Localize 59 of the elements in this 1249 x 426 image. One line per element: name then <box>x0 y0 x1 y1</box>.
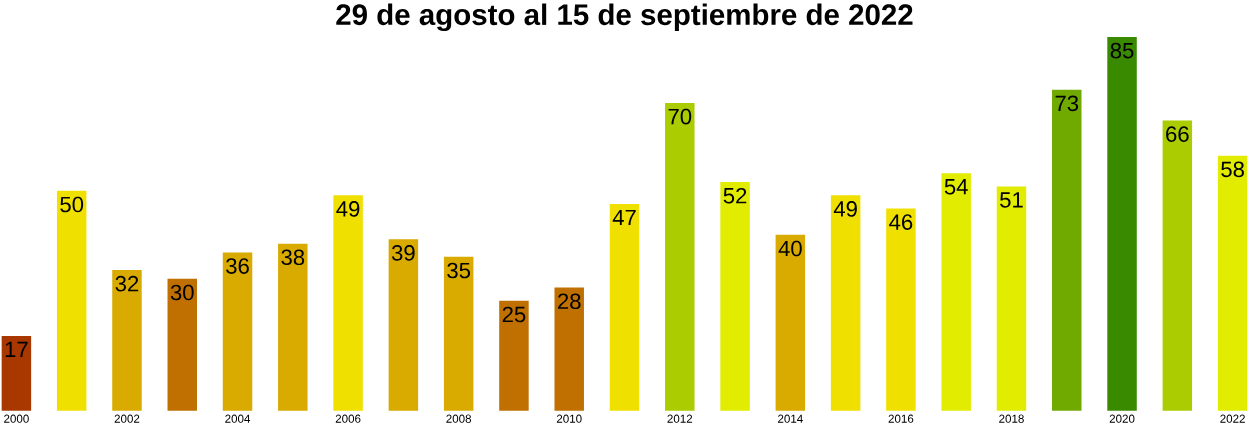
data-label: 25 <box>502 306 526 323</box>
data-label: 54 <box>944 178 968 195</box>
x-tick-label: 2000 <box>4 414 29 423</box>
data-label: 66 <box>1166 126 1189 142</box>
data-label: 50 <box>60 196 84 213</box>
data-label: 49 <box>833 200 857 217</box>
x-tick-label: 2014 <box>778 414 803 423</box>
data-label: 51 <box>1000 192 1023 208</box>
bar <box>554 287 584 411</box>
data-label: 47 <box>612 209 636 225</box>
bar <box>830 195 861 411</box>
data-label: 28 <box>558 293 581 309</box>
data-label: 36 <box>226 258 249 274</box>
data-label: 39 <box>391 244 415 261</box>
data-label: 38 <box>281 249 305 265</box>
bar <box>941 173 971 411</box>
x-tick-label: 2008 <box>446 414 472 423</box>
data-label: 35 <box>447 262 471 279</box>
x-tick-label: 2010 <box>556 414 582 423</box>
bar <box>1217 155 1248 411</box>
data-label: 58 <box>1221 161 1244 177</box>
bar <box>167 278 197 411</box>
x-tick-label: 2006 <box>335 414 361 423</box>
data-label: 32 <box>115 275 139 292</box>
data-label: 85 <box>1110 42 1134 59</box>
bar <box>443 256 474 411</box>
x-tick-label: 2016 <box>888 414 914 423</box>
bar <box>222 252 253 411</box>
bar <box>112 269 142 411</box>
data-label: 70 <box>668 108 692 125</box>
bar <box>775 234 806 411</box>
bar <box>1162 120 1193 411</box>
bar <box>278 243 308 411</box>
data-label: 73 <box>1055 95 1079 112</box>
data-label: 17 <box>5 341 28 357</box>
data-label: 49 <box>336 200 360 217</box>
data-label: 52 <box>723 187 747 204</box>
bar <box>665 102 695 411</box>
x-tick-label: 2020 <box>1109 414 1135 423</box>
x-tick-label: 2002 <box>114 414 140 423</box>
x-tick-label: 2004 <box>225 414 251 423</box>
data-label: 46 <box>889 214 913 230</box>
x-tick-label: 2022 <box>1220 414 1245 423</box>
bar <box>1 335 32 411</box>
bar <box>56 190 87 411</box>
bar <box>1052 89 1082 411</box>
bar <box>609 203 640 411</box>
x-tick-label: 2018 <box>999 414 1024 423</box>
data-label: 40 <box>778 240 802 257</box>
chart-title: 29 de agosto al 15 de septiembre de 2022 <box>336 3 913 31</box>
bar <box>1107 36 1137 411</box>
bar <box>720 181 750 411</box>
bar <box>499 300 529 411</box>
bar <box>996 186 1027 411</box>
bar <box>886 208 916 411</box>
bar <box>388 239 419 411</box>
data-label: 30 <box>170 284 194 301</box>
x-tick-label: 2012 <box>667 414 693 423</box>
bar <box>333 195 363 411</box>
